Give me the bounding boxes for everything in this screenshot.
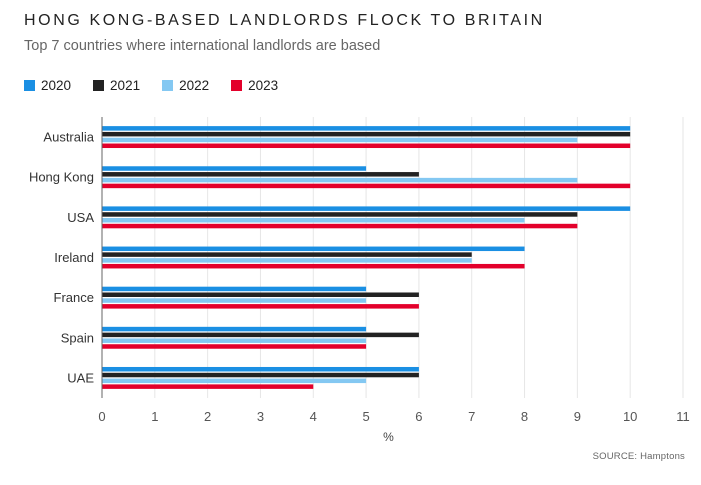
legend: 2020 2021 2022 2023 [24,78,278,93]
legend-swatch [24,80,35,91]
bar-2022 [102,137,578,143]
bar-2023 [102,304,419,309]
bar-2020 [102,326,367,332]
bar-2022 [102,177,578,183]
legend-label: 2020 [41,78,72,93]
legend-swatch [231,80,243,91]
bar-2022 [102,338,367,343]
bar-2021 [102,252,472,257]
category-label: France [54,290,94,305]
category-label: Hong Kong [29,170,94,185]
bar-2022 [102,298,367,303]
x-tick-label: 3 [257,409,264,424]
bar-2021 [102,292,419,297]
legend-label: 2021 [110,78,141,93]
category-label: Ireland [54,250,94,265]
legend-swatch [93,80,105,91]
bar-2021 [102,372,419,378]
bar-2023 [102,263,525,269]
bar-2020 [102,366,419,372]
legend-item-2023: 2023 [231,78,278,93]
x-tick-label: 4 [310,409,317,424]
bar-2023 [102,344,367,349]
bar-2020 [102,166,367,171]
legend-label: 2022 [179,78,210,93]
chart-subtitle: Top 7 countries where international land… [24,38,381,54]
legend-label: 2023 [248,78,279,93]
bar-2021 [102,332,419,338]
x-tick-label: 2 [204,409,211,424]
x-tick-label: 1 [151,409,158,424]
x-tick-label: 6 [415,409,422,424]
bar-2023 [102,223,578,229]
bar-2020 [102,126,631,131]
bar-2022 [102,378,367,384]
legend-item-2020: 2020 [24,78,71,93]
bar-2023 [102,183,631,189]
legend-item-2021: 2021 [93,78,140,93]
x-tick-label: 8 [521,409,528,424]
bar-2021 [102,172,419,177]
bar-2021 [102,212,578,217]
bar-2023 [102,143,631,149]
x-tick-label: 9 [574,409,581,424]
bar-2020 [102,206,631,211]
x-tick-label: 7 [468,409,475,424]
bar-2023 [102,384,314,389]
source-note: SOURCE: Hamptons [592,451,685,462]
x-tick-label: 11 [676,409,690,424]
x-tick-label: 0 [98,409,105,424]
x-tick-label: 5 [362,409,369,424]
category-label: Spain [61,330,94,345]
chart-title: HONG KONG-BASED LANDLORDS FLOCK TO BRITA… [24,12,545,29]
bar-2022 [102,258,472,263]
legend-swatch [162,80,174,91]
bar-2022 [102,218,525,223]
category-label: Australia [43,130,94,145]
category-label: USA [67,210,94,225]
legend-item-2022: 2022 [162,78,209,93]
bar-2021 [102,131,631,137]
bar-2020 [102,246,525,252]
x-axis-title: % [383,430,394,444]
category-label: UAE [67,370,94,385]
x-tick-label: 10 [623,409,637,424]
bar-2020 [102,286,367,292]
